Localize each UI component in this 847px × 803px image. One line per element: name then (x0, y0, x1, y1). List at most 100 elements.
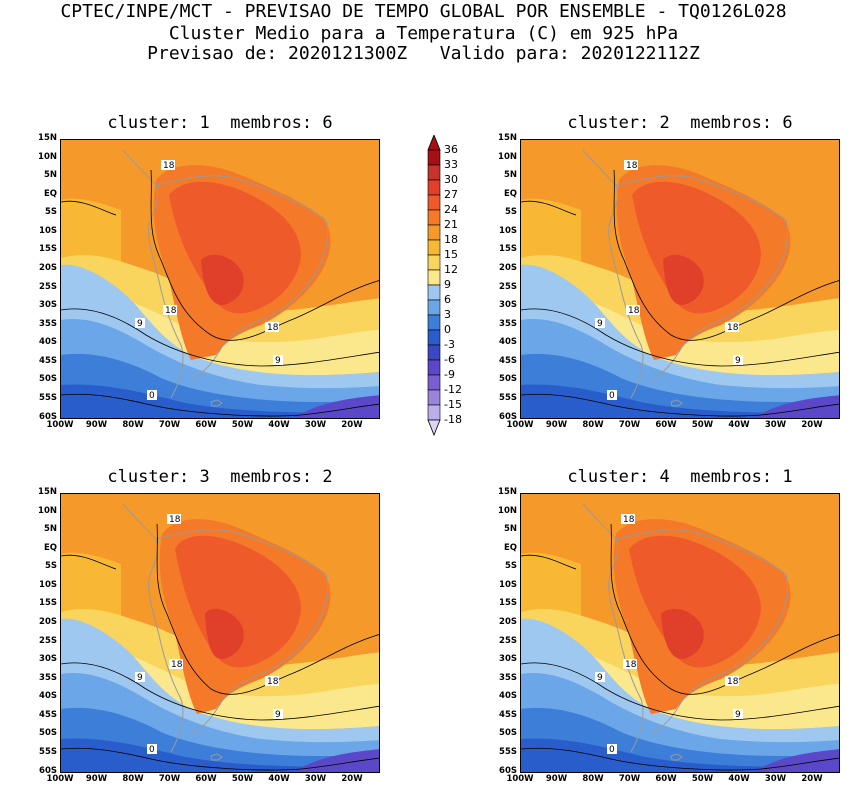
colorbar-label: 30 (444, 173, 458, 186)
contour-18 (156, 523, 379, 695)
contour-0 (521, 393, 839, 417)
blue-band-4 (521, 738, 839, 772)
falklands (670, 399, 683, 407)
colorbar-label: 18 (444, 233, 458, 246)
contour-label-box (725, 676, 739, 686)
colorbar-box (427, 239, 441, 256)
lat-label: 60S (499, 411, 517, 422)
blue-band-4 (521, 384, 839, 418)
warm-light-band (61, 552, 121, 624)
lon-label: 30W (764, 420, 787, 430)
colorbar-label: -6 (444, 353, 455, 366)
colorbar-box (427, 179, 441, 196)
contour-label: 18 (165, 306, 177, 316)
colorbar-box (427, 374, 441, 391)
lon-label: 30W (304, 774, 327, 784)
colorbar-label: 12 (444, 263, 458, 276)
colorbar-label: 6 (444, 293, 451, 306)
lon-label: 90W (85, 774, 108, 784)
lat-label: 35S (499, 672, 517, 683)
lon-label: 20W (341, 774, 363, 784)
lat-label: 60S (39, 411, 57, 422)
lon-label: 70W (158, 774, 181, 784)
colorbar-box (427, 314, 441, 331)
contour-18-west (521, 554, 577, 570)
header-line-3: Previsao de: 2020121300Z Valido para: 20… (147, 43, 700, 64)
lon-label: 40W (728, 774, 750, 784)
lat-label: 20S (499, 263, 517, 273)
falklands (210, 399, 223, 407)
lat-label: 25S (499, 635, 517, 646)
contour-18 (610, 523, 839, 695)
lat-label: 5N (43, 170, 57, 181)
contour-label: 18 (169, 515, 181, 525)
contour-label: 18 (171, 660, 183, 670)
continent-hotter (175, 535, 301, 668)
lat-label: 40S (499, 691, 517, 702)
warm-light-band (521, 552, 581, 624)
lat-label: 40S (39, 337, 57, 348)
lat-label: 35S (39, 318, 57, 329)
contour-18-west (61, 554, 117, 570)
lon-label: 20W (801, 420, 823, 430)
violet-patch (294, 395, 379, 418)
contour-label-box (607, 744, 617, 754)
contour-label: 18 (623, 515, 635, 525)
falklands (210, 753, 223, 761)
contour-label: 9 (275, 710, 281, 720)
lat-label: 35S (39, 672, 57, 683)
lat-label: 30S (499, 654, 517, 665)
violet-patch (754, 749, 839, 772)
continent-core (661, 608, 704, 660)
contour-label-box (265, 322, 279, 332)
blue-band-4 (61, 384, 379, 418)
lon-label: 70W (618, 420, 641, 430)
lon-label: 90W (545, 420, 568, 430)
lon-label: 60W (655, 420, 677, 430)
contour-label: 9 (137, 319, 143, 329)
lat-label: 55S (39, 393, 57, 404)
contour-18-west (61, 200, 117, 216)
contour-label: 18 (625, 660, 637, 670)
contour-18 (150, 169, 379, 341)
lat-label: 25S (499, 281, 517, 292)
lon-label: 40W (728, 420, 750, 430)
lon-label: 90W (545, 774, 568, 784)
coastline (582, 503, 789, 753)
colorbar-label: -18 (444, 413, 462, 426)
violet-patch (294, 749, 379, 772)
contour-label: 9 (735, 710, 741, 720)
lon-label: 100W (506, 774, 534, 784)
lat-label: 10N (38, 505, 57, 516)
colorbar-label: 0 (444, 323, 451, 336)
colorbar-box (427, 254, 441, 271)
lat-label: 45S (499, 709, 517, 720)
violet-patch (754, 395, 839, 418)
lat-label: 55S (499, 747, 517, 758)
colorbar-label: -12 (444, 383, 462, 396)
colorbar-box (427, 329, 441, 346)
lon-label: 50W (691, 420, 714, 430)
contour-9 (61, 662, 379, 721)
lat-label: EQ (503, 542, 517, 553)
warm-light-band (521, 198, 581, 270)
contour-18 (613, 169, 839, 341)
header-line-2: Cluster Medio para a Temperatura (C) em … (168, 23, 679, 44)
contour-label: 0 (149, 745, 155, 755)
colorbar-label: 21 (444, 218, 458, 231)
colorbar-bottom-arrow (427, 419, 441, 437)
coastline (122, 503, 329, 753)
contour-9 (521, 662, 839, 721)
lon-label: 60W (655, 774, 677, 784)
contour-label-box (135, 672, 145, 682)
lat-label: 15N (498, 487, 517, 497)
contour-label: 9 (597, 673, 603, 683)
contour-label: 18 (163, 161, 175, 171)
colorbar-label: 15 (444, 248, 458, 261)
lon-label: 80W (582, 774, 604, 784)
contour-label-box (169, 659, 183, 669)
lat-label: 20S (39, 263, 57, 273)
colorbar-label: 33 (444, 158, 458, 171)
lat-label: 40S (499, 337, 517, 348)
continent-core (205, 608, 244, 660)
